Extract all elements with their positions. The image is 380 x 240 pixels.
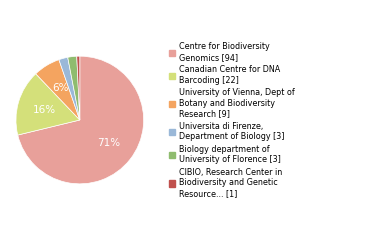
Text: 16%: 16%: [33, 105, 56, 114]
Wedge shape: [16, 74, 80, 135]
Wedge shape: [77, 56, 80, 120]
Wedge shape: [36, 60, 80, 120]
Wedge shape: [59, 57, 80, 120]
Wedge shape: [18, 56, 144, 184]
Wedge shape: [68, 56, 80, 120]
Text: 6%: 6%: [52, 83, 69, 93]
Legend: Centre for Biodiversity
Genomics [94], Canadian Centre for DNA
Barcoding [22], U: Centre for Biodiversity Genomics [94], C…: [168, 41, 296, 199]
Text: 71%: 71%: [97, 138, 120, 148]
